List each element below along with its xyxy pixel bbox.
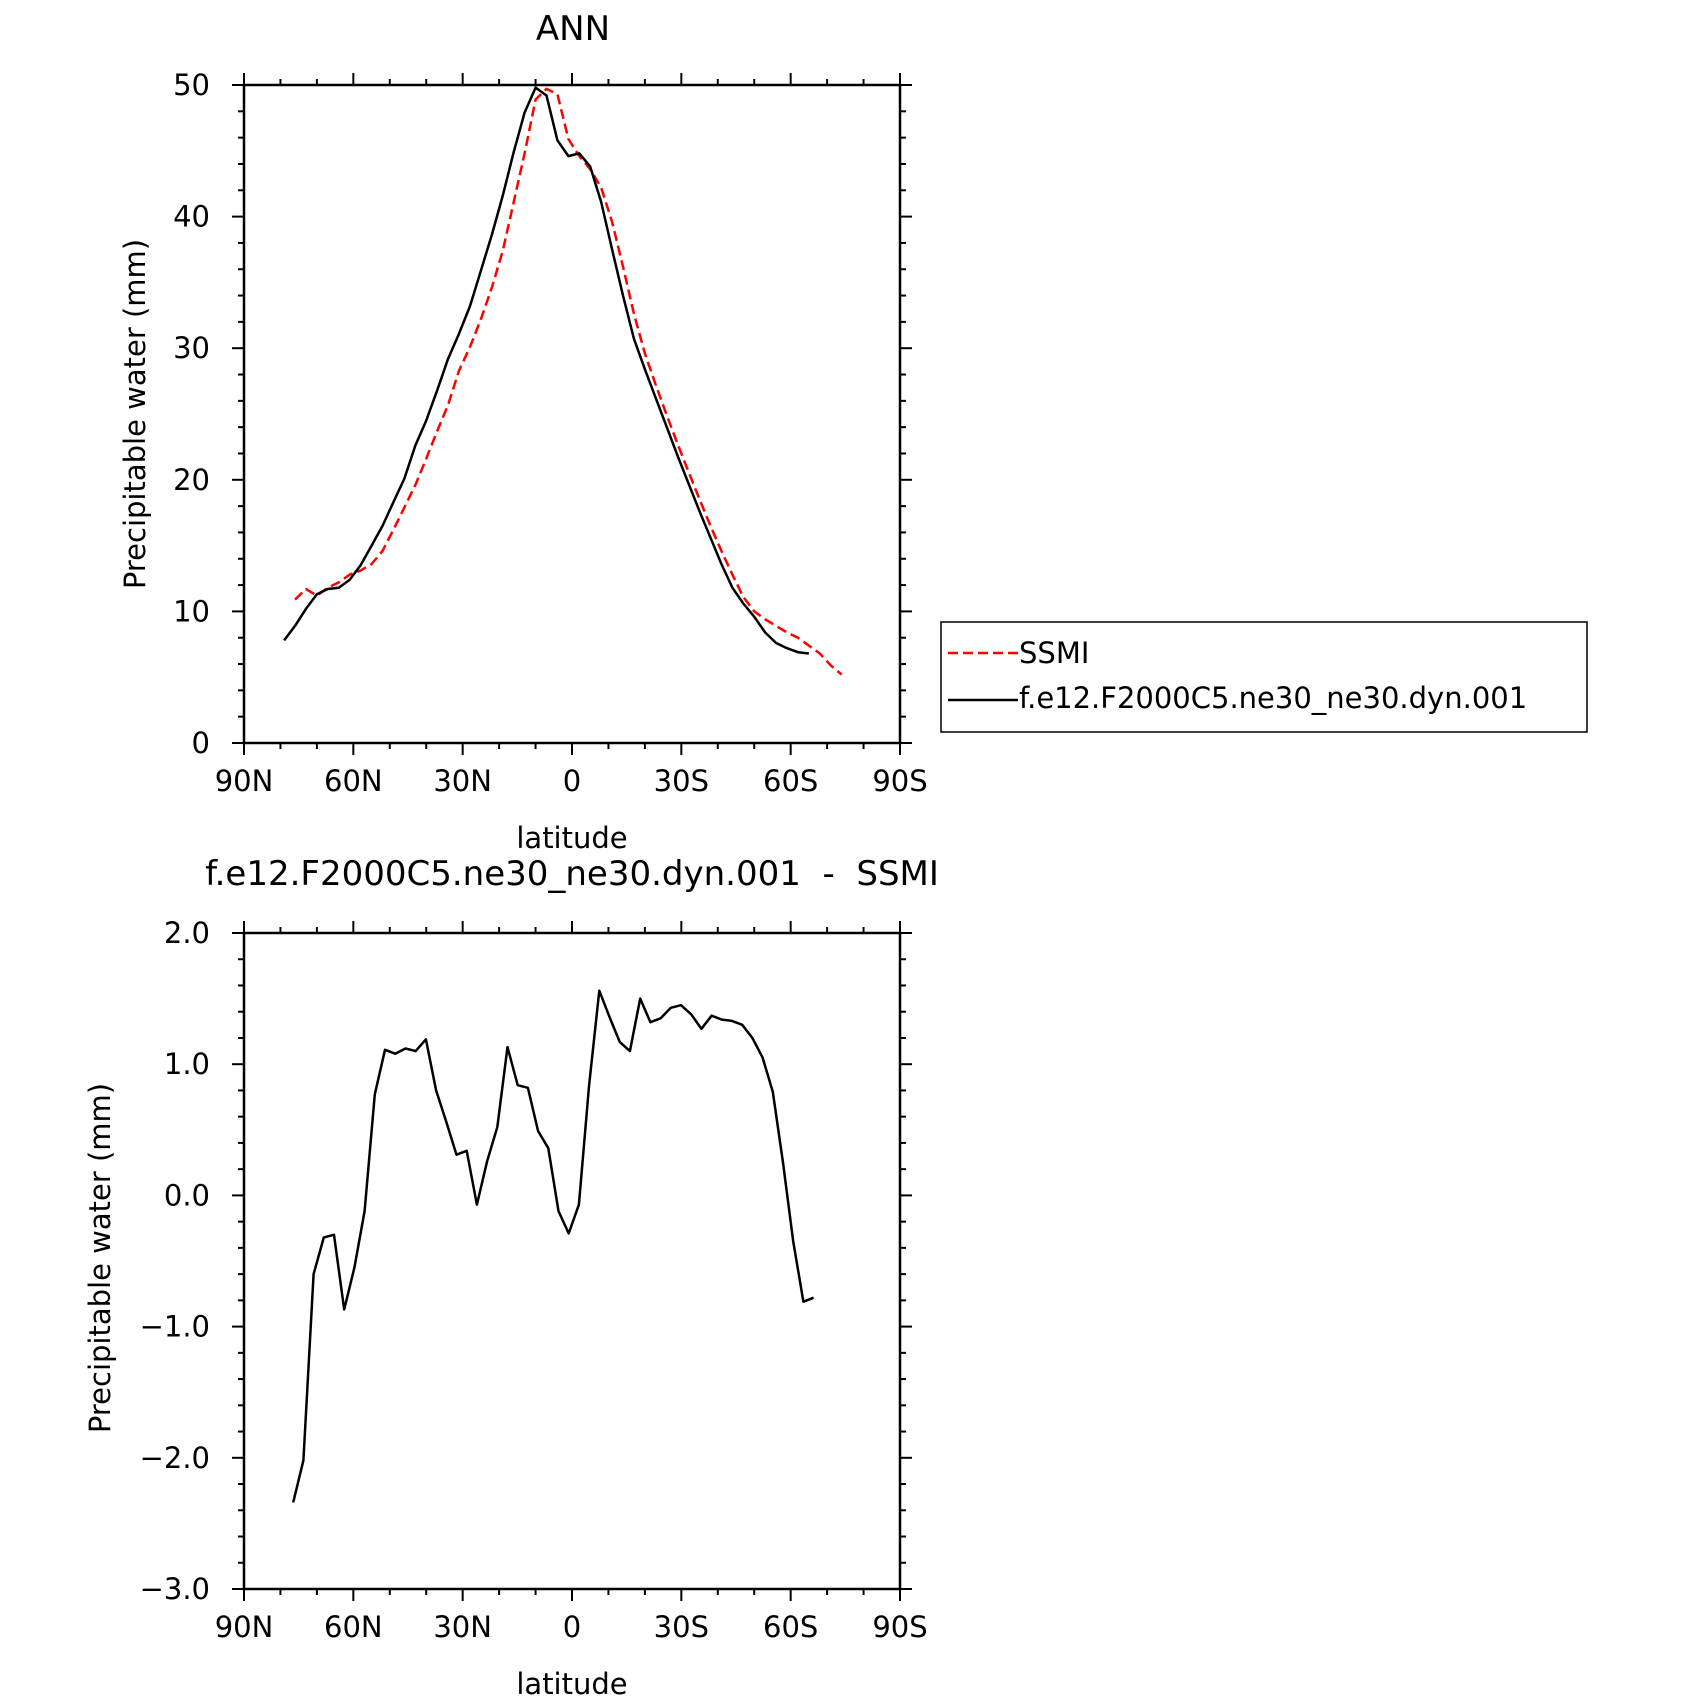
legend: SSMI f.e12.F2000C5.ne30_ne30.dyn.001 [940,621,1588,733]
top-x-tick-label: 30N [433,764,492,798]
bottom-panel-ticks [232,921,912,1601]
top-series-ssmi-line [294,87,843,676]
bot-y-tick-label: −1.0 [140,1310,210,1344]
bottom-panel-series-layer [291,989,815,1503]
bot-y-tick-label: −3.0 [140,1572,210,1606]
legend-label-ssmi: SSMI [1019,636,1089,670]
top-x-tick-label: 30S [654,764,709,798]
bottom-panel-title: f.e12.F2000C5.ne30_ne30.dyn.001 - SSMI [205,854,939,894]
top-y-tick-label: 0 [192,726,210,760]
top-x-tick-label: 60S [763,764,818,798]
top-panel-tick-labels: 90N 60N 30N 0 30S 60S 90S 0 10 20 30 40 50 [173,68,928,798]
bot-x-tick-label: 30N [433,1610,492,1644]
top-panel-title: ANN [536,9,610,49]
top-y-tick-label: 40 [173,200,210,234]
top-x-tick-label: 90S [872,764,927,798]
top-panel-series-layer [283,86,843,676]
bot-x-tick-label: 60N [324,1610,383,1644]
legend-box [940,621,1588,733]
top-y-tick-label: 20 [173,463,210,497]
bot-y-tick-label: 1.0 [164,1047,210,1081]
bot-x-tick-label: 0 [563,1610,581,1644]
bot-y-tick-label: −2.0 [140,1441,210,1475]
top-y-tick-label: 30 [173,331,210,365]
top-panel-x-axis-label: latitude [516,821,627,855]
bot-x-tick-label: 90S [872,1610,927,1644]
top-panel-ticks [232,73,912,755]
top-x-tick-label: 0 [563,764,581,798]
top-series-model-line [283,86,810,655]
top-x-tick-label: 60N [324,764,383,798]
top-y-tick-label: 10 [173,594,210,628]
bot-x-tick-label: 30S [654,1610,709,1644]
legend-label-model: f.e12.F2000C5.ne30_ne30.dyn.001 [1019,681,1527,715]
top-panel-y-axis-label: Precipitable water (mm) [118,239,152,589]
bot-series-difference-line [291,989,815,1503]
bot-x-tick-label: 90N [215,1610,274,1644]
bot-y-tick-label: 0.0 [164,1178,210,1212]
bot-y-tick-label: 2.0 [164,916,210,950]
bot-x-tick-label: 60S [763,1610,818,1644]
top-x-tick-label: 90N [215,764,274,798]
bottom-panel: f.e12.F2000C5.ne30_ne30.dyn.001 - SSMI 9… [83,854,939,1701]
bottom-panel-tick-labels: 90N 60N 30N 0 30S 60S 90S −3.0 −2.0 −1.0 0.0 1.0 2.0 [140,916,928,1644]
bottom-panel-y-axis-label: Precipitable water (mm) [83,1083,117,1433]
top-panel: ANN 90N 60N 30N 0 30S 60S 90S 0 10 20 30 40 50 latit… [118,9,928,855]
top-y-tick-label: 50 [173,68,210,102]
bottom-panel-x-axis-label: latitude [516,1667,627,1701]
